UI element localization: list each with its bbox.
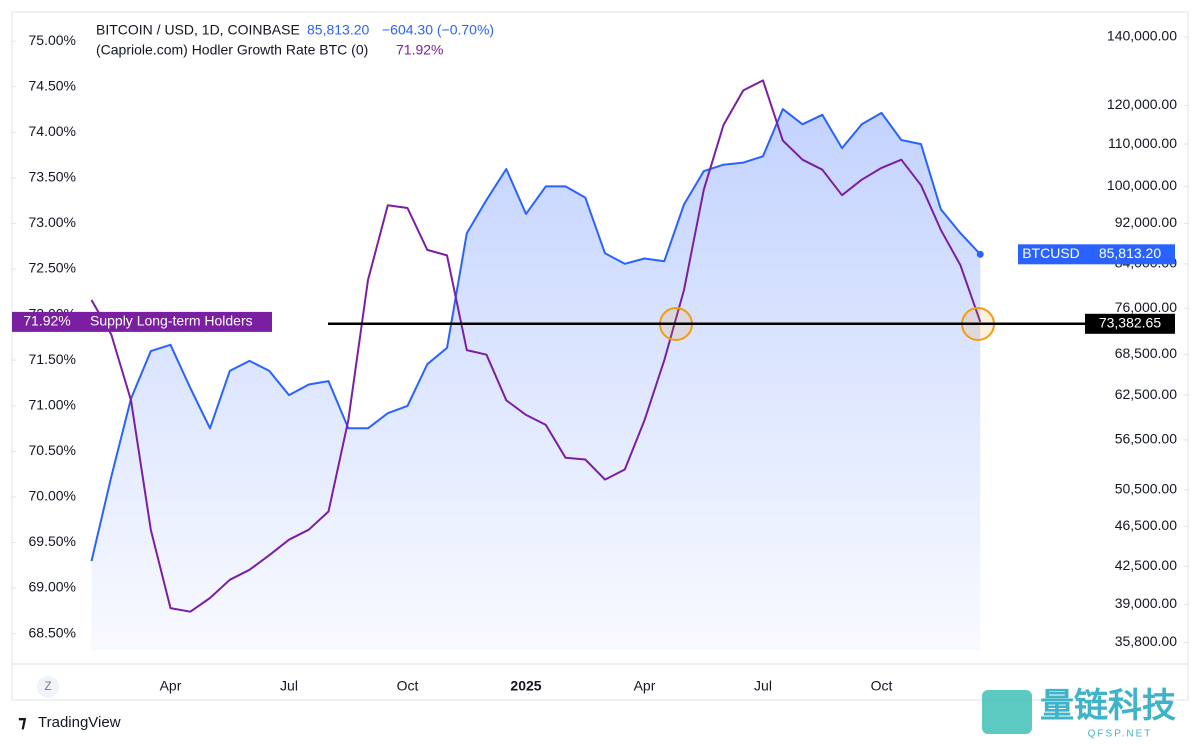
last-point <box>976 250 984 258</box>
y2-tick-label: 140,000.00 <box>1107 28 1177 44</box>
y2-tick-label: 100,000.00 <box>1107 177 1177 193</box>
x-tick-label: 2025 <box>510 678 541 694</box>
timezone-button[interactable] <box>37 676 59 698</box>
y2-tick-label: 110,000.00 <box>1108 135 1177 151</box>
x-tick-label: Oct <box>397 678 419 694</box>
timezone-label[interactable]: Z <box>44 679 51 693</box>
brand-icon: ⁊ <box>18 712 27 731</box>
series-tag-name: BTCUSD <box>1022 245 1080 261</box>
level-tag <box>1085 313 1175 334</box>
y2-tick-label: 42,500.00 <box>1115 557 1177 573</box>
y2-tick-label: 68,500.00 <box>1115 345 1177 361</box>
y-tick-label: 70.50% <box>29 442 76 458</box>
legend-symbol: BITCOIN / USD, 1D, COINBASE <box>96 22 300 38</box>
legend-change: −604.30 (−0.70%) <box>382 22 494 38</box>
x-tick-label: Apr <box>160 678 182 694</box>
y2-tick-label: 46,500.00 <box>1115 517 1177 533</box>
x-tick-label: Apr <box>634 678 656 694</box>
overlay: 73,382.65 BTCUSD 85,813.20 71.92% Supply Lon… <box>12 244 1175 334</box>
y-tick-label: 75.00% <box>29 32 76 48</box>
series-tag-value: 85,813.20 <box>1099 245 1161 261</box>
price-area <box>91 109 981 651</box>
y2-tick-label: 76,000.00 <box>1115 299 1177 315</box>
series-tag-name: Supply Long-term Holders <box>90 313 253 329</box>
series-tag <box>1018 244 1085 265</box>
y-tick-label: 71.00% <box>29 396 76 412</box>
y-tick-label: 73.50% <box>29 169 76 185</box>
y2-tick-label: 92,000.00 <box>1115 214 1177 230</box>
y-tick-label: 69.50% <box>29 533 76 549</box>
y-tick-label: 70.00% <box>29 488 76 504</box>
y-tick-label: 68.50% <box>29 624 76 640</box>
y-tick-label: 69.00% <box>29 579 76 595</box>
x-tick-label: Jul <box>280 678 298 694</box>
y-tick-label: 74.00% <box>29 123 76 139</box>
y2-tick-label: 50,500.00 <box>1115 480 1177 496</box>
x-tick-label: Jul <box>754 678 772 694</box>
y-tick-label: 72.50% <box>29 260 76 276</box>
y2-tick-label: 56,500.00 <box>1115 431 1177 447</box>
brand-name: TradingView <box>38 714 121 731</box>
watermark-text: 量链科技 <box>1040 687 1176 725</box>
series-tag-value: 71.92% <box>23 313 70 329</box>
watermark-site: QFSP.NET <box>1088 729 1153 740</box>
series-tag-value-bg <box>12 311 82 332</box>
y2-tick-label: 120,000.00 <box>1107 96 1177 112</box>
watermark-icon <box>982 690 1032 734</box>
y-tick-label: 74.50% <box>29 77 76 93</box>
legend-indicator: (Capriole.com) Hodler Growth Rate BTC (0… <box>96 42 368 58</box>
y2-tick-label: 62,500.00 <box>1115 386 1177 402</box>
y-tick-label: 71.50% <box>29 351 76 367</box>
y2-tick-label: 39,000.00 <box>1115 595 1177 611</box>
legend-price: 85,813.20 <box>307 22 369 38</box>
plot: 75.00%74.50%74.00%73.50%73.00%72.50%72.0… <box>12 28 1188 694</box>
watermark: 量链科技 QFSP.NET <box>982 687 1176 740</box>
x-tick-label: Oct <box>871 678 893 694</box>
series-tag <box>82 311 272 332</box>
series-line <box>90 79 982 613</box>
y2-tick-label: 35,800.00 <box>1115 633 1177 649</box>
y-tick-label: 73.00% <box>29 214 76 230</box>
legend-indicator-value: 71.92% <box>396 42 443 58</box>
series-line <box>90 108 982 562</box>
series-tag-value-bg <box>1085 244 1175 265</box>
level-tag-label: 73,382.65 <box>1099 315 1161 331</box>
